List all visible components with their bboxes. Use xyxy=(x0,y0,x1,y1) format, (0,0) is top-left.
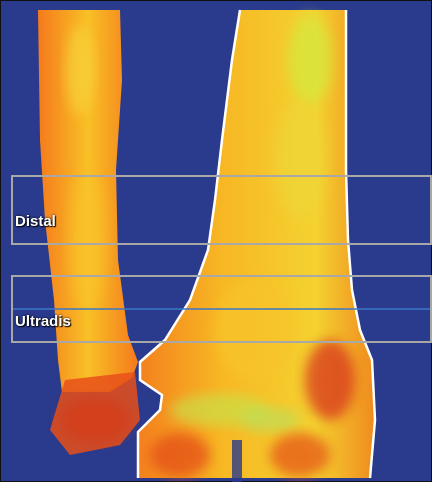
roi-distal-label: Distal xyxy=(15,213,56,230)
ulna-bone xyxy=(38,10,140,455)
roi-ultradis-label: Ultradis xyxy=(15,313,71,330)
roi-ultradis-frame[interactable]: Ultradis xyxy=(11,275,432,343)
roi-distal-frame[interactable]: Distal xyxy=(11,175,432,245)
radius-contour xyxy=(136,9,377,479)
